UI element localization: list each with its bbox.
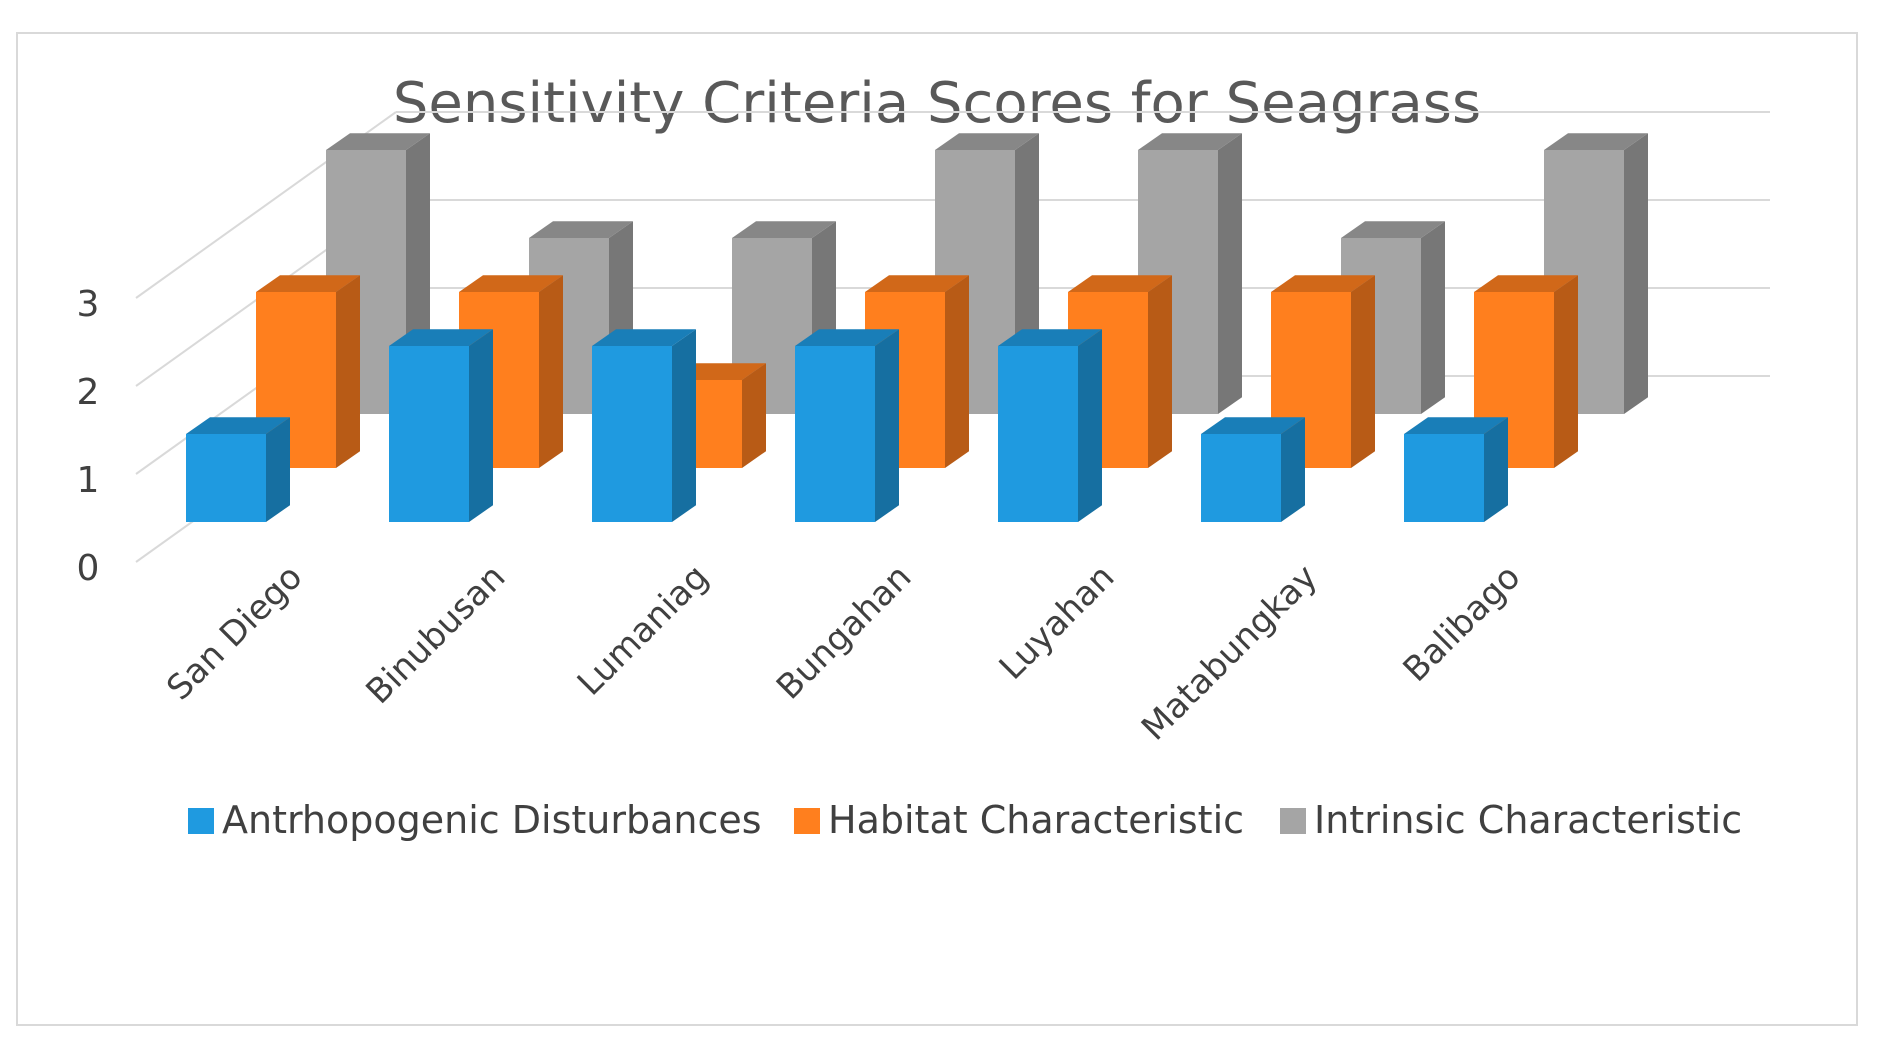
bar-1-san-diego <box>186 417 290 522</box>
legend-item: Antrhopogenic Disturbances <box>188 798 762 842</box>
x-category-label: Binubusan <box>358 557 513 712</box>
y-tick-label: 2 <box>77 372 100 413</box>
bar-1-matabungkay <box>1201 417 1305 522</box>
bar-1-binubusan <box>389 329 493 522</box>
legend-label: Intrinsic Characteristic <box>1314 798 1742 842</box>
bar-3-luyahan <box>1138 133 1242 414</box>
legend-swatch <box>1280 808 1306 834</box>
x-category-label: Matabungkay <box>1134 557 1325 748</box>
x-category-label: Luyahan <box>992 557 1123 688</box>
chart-canvas: Sensitivity Criteria Scores for Seagrass… <box>77 71 1770 842</box>
y-axis-ticks: 0 1 2 3 <box>77 284 100 589</box>
bar-2-balibago <box>1474 275 1578 468</box>
x-axis-labels: San Diego Binubusan Lumaniag Bungahan Luyaha… <box>159 557 1528 748</box>
legend-swatch <box>188 808 214 834</box>
bar-1-balibago <box>1404 417 1508 522</box>
legend-item: Habitat Characteristic <box>794 798 1244 842</box>
bars <box>186 133 1648 522</box>
bar-1-lumaniag <box>592 329 696 522</box>
bar-1-luyahan <box>998 329 1102 522</box>
legend-label: Antrhopogenic Disturbances <box>222 798 762 842</box>
bar-1-bungahan <box>795 329 899 522</box>
legend-item: Intrinsic Characteristic <box>1280 798 1742 842</box>
bar-2-san-diego <box>256 275 360 468</box>
y-tick-label: 3 <box>77 284 100 325</box>
y-tick-label: 0 <box>77 548 100 589</box>
legend: Antrhopogenic Disturbances Habitat Charac… <box>188 798 1742 842</box>
chart-frame: Sensitivity Criteria Scores for Seagrass… <box>16 32 1858 1026</box>
legend-label: Habitat Characteristic <box>828 798 1244 842</box>
x-category-label: Balibago <box>1396 557 1529 690</box>
legend-swatch <box>794 808 820 834</box>
x-category-label: Bungahan <box>769 557 919 707</box>
chart-title: Sensitivity Criteria Scores for Seagrass <box>393 71 1481 136</box>
x-category-label: San Diego <box>159 557 310 708</box>
x-category-label: Lumaniag <box>570 557 717 704</box>
y-tick-label: 1 <box>77 460 100 501</box>
